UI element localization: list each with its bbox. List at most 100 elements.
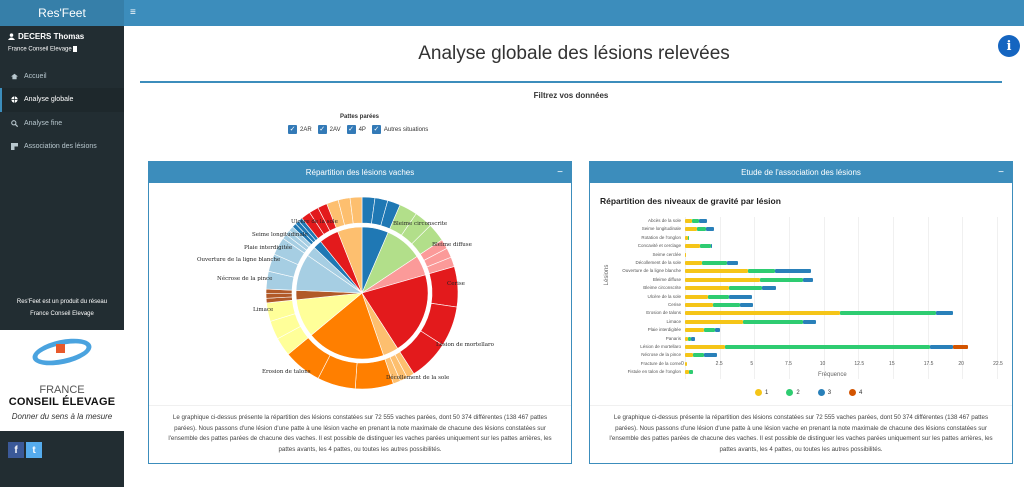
checkbox-autres[interactable]: ✓ Autres situations xyxy=(371,125,428,134)
main-content: Analyse globale des lésions relevées i F… xyxy=(124,26,1024,487)
bar-segment[interactable] xyxy=(685,244,701,249)
y-tick-label: Erosion de talons xyxy=(646,310,681,316)
bar-segment[interactable] xyxy=(685,294,708,299)
sidebar-item-analyse-fine[interactable]: Analyse fine xyxy=(0,112,124,136)
bar-segment[interactable] xyxy=(775,269,811,274)
y-tick-label: Plaie interdigitée xyxy=(647,327,681,333)
bar-segment[interactable] xyxy=(714,328,721,333)
y-tick-label: Seime cerclée xyxy=(652,251,681,257)
y-tick-label: Lésion de mortellaro xyxy=(640,344,681,349)
bar-segment[interactable] xyxy=(742,319,803,324)
info-button[interactable]: i xyxy=(998,35,1020,57)
collapse-button[interactable]: − xyxy=(557,167,563,178)
sidebar-item-label: Analyse globale xyxy=(24,96,74,104)
globe-icon xyxy=(11,96,18,103)
bar-segment[interactable] xyxy=(693,353,704,358)
sunburst-chart[interactable] xyxy=(149,183,573,407)
bar-segment[interactable] xyxy=(707,294,730,299)
bar-segment[interactable] xyxy=(713,303,741,307)
bar-segment[interactable] xyxy=(685,328,704,333)
bar-segment[interactable] xyxy=(685,219,693,223)
bar-segment[interactable] xyxy=(759,277,803,282)
legend-dot-icon xyxy=(849,389,857,396)
top-navbar: ≡ xyxy=(124,0,1024,26)
checkbox-2av[interactable]: ✓ 2AV xyxy=(317,125,341,134)
legend-label: 3 xyxy=(827,389,832,396)
bar-segment[interactable] xyxy=(740,303,753,307)
bar-segment[interactable] xyxy=(692,219,699,223)
bar-segment[interactable] xyxy=(702,261,727,265)
bar-segment[interactable] xyxy=(690,336,696,341)
bar-segment[interactable] xyxy=(685,361,687,366)
bar-segment[interactable] xyxy=(936,311,953,316)
stacked-bar-chart[interactable]: 0 2.5 5 7.5 10 12.5 15 17.5 20 22.5 Abcès de la so… xyxy=(590,162,1014,407)
bar-segment[interactable] xyxy=(710,244,713,249)
bar-segment[interactable] xyxy=(761,286,776,291)
sidebar-item-accueil[interactable]: Accueil xyxy=(0,65,124,89)
bar-segment[interactable] xyxy=(685,336,689,341)
bar-segment[interactable] xyxy=(688,336,691,341)
checkbox-4p[interactable]: ✓ 4P xyxy=(346,125,366,134)
bar-segment[interactable] xyxy=(685,353,694,358)
bar-segment[interactable] xyxy=(685,345,725,349)
checkbox-2ar[interactable]: ✓ 2AR xyxy=(288,125,312,134)
bar-segment[interactable] xyxy=(700,244,711,249)
sidebar-menu: Accueil Analyse globale Analyse fine Ass… xyxy=(0,65,124,159)
legend-item[interactable]: 4 xyxy=(849,389,862,396)
bar-segment[interactable] xyxy=(697,227,706,232)
grid-line xyxy=(927,217,929,379)
logo-cube-icon xyxy=(56,344,65,353)
facebook-icon[interactable]: f xyxy=(8,442,24,458)
bar-segment[interactable] xyxy=(726,261,738,265)
legend-item[interactable]: 2 xyxy=(786,389,800,396)
pie-slice[interactable] xyxy=(310,292,384,360)
sidebar-item-association[interactable]: Association des lésions xyxy=(0,135,124,159)
bar-segment[interactable] xyxy=(729,286,762,291)
bar-segment[interactable] xyxy=(703,353,717,358)
bar-segment[interactable] xyxy=(802,319,817,324)
x-tick-label: 2.5 xyxy=(715,361,723,367)
bar-segment[interactable] xyxy=(685,269,749,274)
bar-segment[interactable] xyxy=(729,294,752,299)
collapse-button[interactable]: − xyxy=(998,167,1004,178)
y-tick-label: Ulcère de la sole xyxy=(647,293,681,299)
bar-segment[interactable] xyxy=(698,219,708,223)
bar-segment[interactable] xyxy=(685,311,841,316)
legend-item[interactable]: 1 xyxy=(755,389,768,396)
sidebar: Res'Feet DECERS Thomas France Conseil El… xyxy=(0,0,124,487)
bar-segment[interactable] xyxy=(748,269,776,274)
menu-toggle-icon[interactable]: ≡ xyxy=(130,7,136,18)
bar-segment[interactable] xyxy=(685,370,689,375)
bar-segment[interactable] xyxy=(685,235,688,240)
x-tick-label: 15 xyxy=(889,361,895,367)
sidebar-item-analyse-globale[interactable]: Analyse globale xyxy=(0,88,124,112)
pie-slice[interactable] xyxy=(337,226,363,294)
bar-segment[interactable] xyxy=(685,303,714,307)
bar-segment[interactable] xyxy=(685,227,698,232)
app-brand[interactable]: Res'Feet xyxy=(0,0,124,26)
bar-segment[interactable] xyxy=(930,345,953,349)
bar-segment[interactable] xyxy=(685,252,686,257)
y-tick-label: Fracture de la corne xyxy=(640,360,681,366)
bar-segment[interactable] xyxy=(688,370,693,375)
x-tick-label: 5 xyxy=(750,361,754,367)
bar-segment[interactable] xyxy=(703,328,715,333)
bar-segment[interactable] xyxy=(705,227,715,232)
legend-item[interactable]: 3 xyxy=(817,389,832,396)
france-conseil-elevage-logo[interactable]: FRANCE CONSEIL ÉLEVAGE Donner du sens à … xyxy=(0,330,124,431)
bar-segment[interactable] xyxy=(840,311,937,316)
bar-segment[interactable] xyxy=(724,345,931,349)
twitter-icon[interactable]: t xyxy=(26,442,42,458)
bar-segment[interactable] xyxy=(685,261,703,265)
pie-slice[interactable] xyxy=(349,196,363,224)
bar-segment[interactable] xyxy=(952,345,968,349)
y-tick-label: Bleime circonscrite xyxy=(643,285,681,291)
bar-segment[interactable] xyxy=(802,277,814,282)
chart-title: Répartition des niveaux de gravité par l… xyxy=(600,196,781,206)
bar-segment[interactable] xyxy=(685,286,730,291)
bar-segment[interactable] xyxy=(685,319,743,324)
bar-segment[interactable] xyxy=(685,277,760,282)
bar-segment[interactable] xyxy=(687,235,690,240)
pie-slice[interactable] xyxy=(361,274,429,349)
puzzle-icon xyxy=(11,143,18,151)
